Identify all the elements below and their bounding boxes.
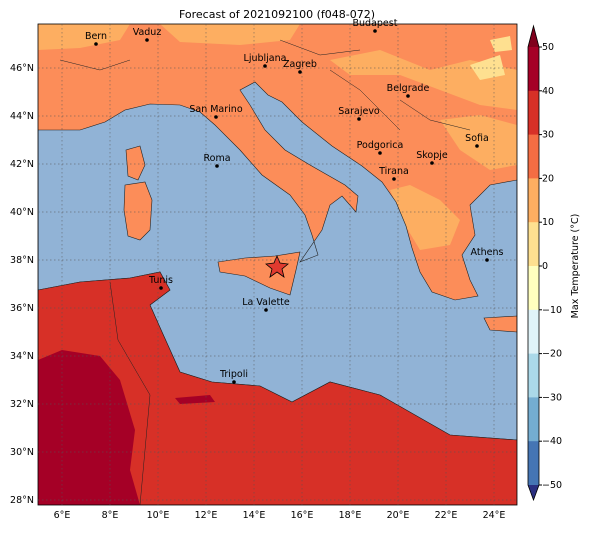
city-dot: [298, 70, 302, 74]
map: [37, 23, 518, 506]
city-label: Sarajevo: [338, 106, 380, 117]
lat-tick-label: 38°N: [10, 255, 34, 266]
city-label: Sofia: [465, 133, 489, 144]
lat-tick-label: 46°N: [10, 63, 34, 74]
city-dot: [430, 161, 434, 165]
lon-tick-label: 10°E: [147, 510, 170, 521]
colorbar-tick-label: −20: [542, 349, 562, 360]
city-label: Podgorica: [357, 140, 404, 151]
cool-spots: [470, 36, 512, 80]
city-label: La Valette: [242, 297, 290, 308]
city-dot: [264, 308, 268, 312]
city-dot: [378, 151, 382, 155]
city-label: Ljubljana: [244, 53, 287, 64]
lat-tick-label: 36°N: [10, 303, 34, 314]
city-label: Skopje: [416, 150, 448, 161]
lon-tick-label: 18°E: [339, 510, 362, 521]
city-dot: [215, 164, 219, 168]
cooler-land: [38, 24, 517, 250]
city-dot: [357, 117, 361, 121]
city-dot: [263, 64, 267, 68]
lat-tick-label: 30°N: [10, 447, 34, 458]
colorbar-bin: [528, 178, 539, 223]
colorbar-bin: [528, 222, 539, 267]
city-label: Roma: [203, 153, 230, 164]
lat-tick-label: 28°N: [10, 495, 34, 506]
lon-tick-label: 24°E: [483, 510, 506, 521]
colorbar-tick-label: 50: [542, 42, 554, 53]
africa: [38, 271, 517, 505]
colorbar-bin: [528, 90, 539, 136]
lon-tick-label: 22°E: [435, 510, 458, 521]
city-dot: [232, 380, 236, 384]
lon-tick-label: 16°E: [291, 510, 314, 521]
colorbar-tick-label: −40: [542, 436, 562, 447]
city-dot: [159, 286, 163, 290]
colorbar-tick-label: −50: [542, 480, 562, 491]
event-star: [265, 254, 289, 278]
colorbar-tick-label: 0: [542, 261, 548, 272]
colorbar-bin: [528, 134, 539, 179]
lat-tick-label: 32°N: [10, 399, 34, 410]
lon-tick-label: 12°E: [195, 510, 218, 521]
lat-tick-label: 42°N: [10, 159, 34, 170]
colorbar-tick-label: 30: [542, 130, 554, 141]
city-label: Zagreb: [283, 59, 317, 70]
islands: [123, 145, 517, 333]
colorbar-bin: [528, 441, 539, 486]
city-label: Tripoli: [219, 369, 248, 380]
city-label: Tunis: [148, 275, 173, 286]
city-label: Vaduz: [133, 27, 162, 38]
colorbar-tick-label: 10: [542, 217, 554, 228]
lon-tick-label: 8°E: [102, 510, 119, 521]
colorbar-bin: [528, 309, 539, 355]
city-label: Tirana: [378, 166, 409, 177]
hottest-land: [38, 350, 215, 505]
city-dot: [214, 115, 218, 119]
city-dot: [475, 144, 479, 148]
city-label: Belgrade: [387, 83, 430, 94]
colorbar-tick-label: 40: [542, 86, 554, 97]
colorbar-label: Max Temperature (°C): [570, 214, 581, 319]
city-dot: [145, 38, 149, 42]
city-dot: [392, 177, 396, 181]
title: Forecast of 2021092100 (f048-072): [179, 8, 375, 21]
city-label: Budapest: [353, 18, 398, 29]
colorbar-bin: [528, 266, 539, 311]
lon-tick-label: 14°E: [243, 510, 266, 521]
lat-tick-label: 40°N: [10, 207, 34, 218]
city-dot: [406, 94, 410, 98]
city-dot: [94, 42, 98, 46]
lon-tick-label: 20°E: [387, 510, 410, 521]
colorbar-bin: [528, 47, 539, 92]
colorbar-arrow: [528, 485, 539, 500]
city-dot: [485, 258, 489, 262]
colorbar-tick-label: −30: [542, 392, 562, 403]
colorbar-tick-label: 20: [542, 173, 554, 184]
city-dot: [373, 29, 377, 33]
city-label: Bern: [85, 31, 107, 42]
colorbar-tick-label: −10: [542, 305, 562, 316]
colorbar-bin: [528, 353, 539, 398]
colorbar-arrow: [528, 26, 539, 47]
city-label: San Marino: [189, 104, 242, 115]
lat-tick-label: 34°N: [10, 351, 34, 362]
city-label: Athens: [471, 247, 504, 258]
lat-tick-label: 44°N: [10, 111, 34, 122]
lon-tick-label: 6°E: [54, 510, 71, 521]
colorbar: 50 40 30 20 10 0 −10 −20 −30 −40 −50: [527, 24, 562, 502]
colorbar-bin: [528, 397, 539, 442]
